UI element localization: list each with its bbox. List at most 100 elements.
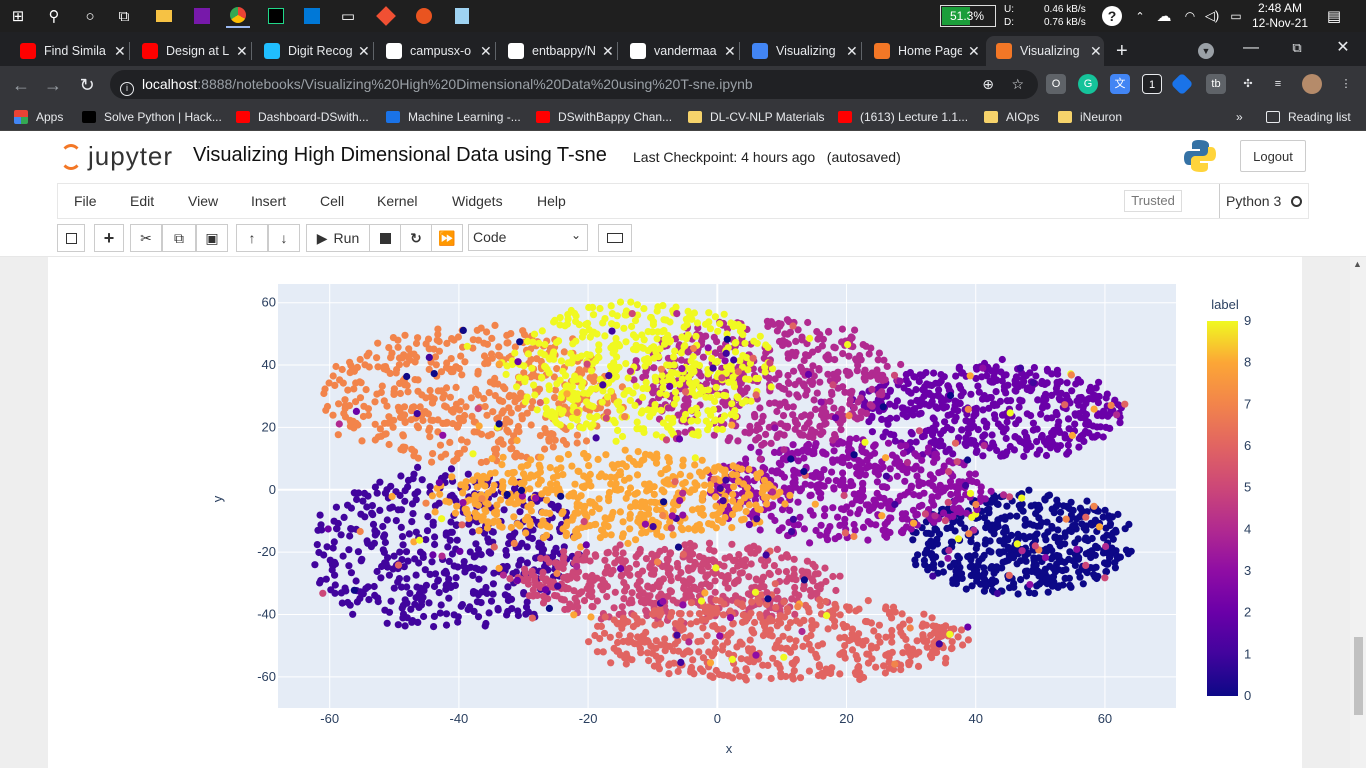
scatter-point[interactable] [1041, 532, 1049, 540]
scatter-point[interactable] [680, 323, 688, 331]
scatter-point[interactable] [542, 429, 550, 437]
scatter-point[interactable] [371, 398, 379, 406]
scatter-point[interactable] [431, 533, 439, 541]
scatter-point[interactable] [474, 501, 482, 509]
scatter-point[interactable] [822, 450, 830, 458]
menu-edit[interactable]: Edit [130, 193, 155, 209]
scatter-point[interactable] [918, 456, 926, 464]
scatter-point[interactable] [911, 556, 919, 564]
scatter-point[interactable] [726, 607, 734, 615]
scatter-point[interactable] [484, 489, 493, 497]
scatter-point[interactable] [527, 421, 535, 429]
scatter-point[interactable] [450, 562, 458, 570]
scatter-point[interactable] [329, 372, 337, 380]
scatter-point[interactable] [687, 357, 695, 365]
scatter-point[interactable] [593, 648, 602, 656]
scatter-point[interactable] [588, 602, 596, 611]
scatter-point[interactable] [1049, 573, 1058, 581]
scatter-point[interactable] [762, 349, 770, 357]
scatter-point[interactable] [775, 526, 783, 535]
scatter-point[interactable] [474, 336, 483, 344]
scatter-point[interactable] [796, 429, 804, 437]
scatter-point[interactable] [751, 496, 760, 504]
scatter-point[interactable] [457, 481, 465, 489]
scatter-point[interactable] [840, 506, 848, 514]
scatter-point[interactable] [362, 386, 370, 394]
scatter-point[interactable] [786, 635, 794, 643]
scatter-point[interactable] [504, 583, 512, 591]
scatter-point[interactable] [874, 356, 882, 364]
scatter-point[interactable] [364, 405, 372, 413]
scatter-point[interactable] [756, 332, 764, 340]
scatter-point[interactable] [671, 640, 679, 648]
scatter-point[interactable] [721, 466, 729, 474]
scatter-point[interactable] [699, 667, 707, 675]
scatter-point[interactable] [321, 385, 329, 393]
scatter-point[interactable] [573, 431, 582, 439]
scatter-point[interactable] [937, 560, 945, 568]
notepad-icon[interactable] [450, 4, 474, 28]
scatter-point[interactable] [448, 473, 456, 481]
scatter-point[interactable] [928, 550, 936, 558]
scatter-point[interactable] [727, 319, 735, 327]
scatter-point[interactable] [691, 461, 699, 469]
scatter-point[interactable] [469, 571, 477, 579]
scatter-point[interactable] [1007, 397, 1015, 405]
scatter-point[interactable] [538, 508, 546, 517]
scatter-point[interactable] [669, 531, 677, 539]
scatter-point[interactable] [523, 543, 531, 551]
scatter-point[interactable] [612, 480, 620, 488]
scatter-point[interactable] [712, 416, 720, 424]
scatter-point[interactable] [556, 376, 564, 384]
scatter-point[interactable] [446, 581, 454, 589]
scatter-point[interactable] [674, 667, 682, 675]
scatter-point[interactable] [816, 531, 824, 539]
command-palette-button[interactable] [598, 224, 632, 252]
scatter-point[interactable] [907, 652, 915, 660]
scatter-point[interactable] [798, 336, 806, 344]
scatter-point[interactable] [868, 385, 876, 393]
scatter-point[interactable] [723, 330, 731, 338]
scatter-point[interactable] [402, 548, 411, 556]
scatter-point[interactable] [903, 515, 911, 523]
scatter-point[interactable] [548, 413, 556, 421]
scatter-point[interactable] [1043, 365, 1051, 373]
scatter-point[interactable] [477, 551, 485, 559]
scatter-point[interactable] [707, 481, 715, 489]
scatter-point[interactable] [927, 530, 935, 538]
scatter-point[interactable] [517, 479, 525, 487]
scatter-point[interactable] [620, 579, 628, 587]
scatter-point[interactable] [766, 570, 774, 579]
windows-start-icon[interactable]: ⊞ [11, 8, 25, 25]
scatter-point[interactable] [673, 559, 682, 568]
scatter-point[interactable] [901, 477, 909, 485]
scatter-point[interactable] [1033, 438, 1041, 446]
scatter-point[interactable] [608, 320, 616, 328]
scatter-point[interactable] [474, 613, 483, 621]
scatter-point[interactable] [629, 458, 638, 466]
scatter-point[interactable] [776, 664, 784, 672]
scatter-point[interactable] [630, 376, 638, 384]
scatter-point[interactable] [734, 437, 742, 445]
git-icon[interactable] [374, 4, 398, 28]
scatter-point[interactable] [502, 370, 510, 378]
scatter-point[interactable] [982, 580, 990, 588]
scatter-point[interactable] [729, 497, 737, 505]
scatter-point[interactable] [881, 669, 890, 677]
scatter-point[interactable] [931, 436, 939, 445]
chrome-menu-icon[interactable]: ⋮ [1340, 78, 1352, 90]
scatter-point[interactable] [347, 504, 355, 512]
clock-time[interactable]: 2:48 AM [1257, 1, 1303, 15]
scatter-point[interactable] [831, 617, 839, 625]
scatter-point[interactable] [791, 479, 799, 487]
close-tab-icon[interactable]: ✕ [480, 42, 492, 59]
scatter-point[interactable] [854, 361, 862, 369]
scatter-point[interactable] [364, 411, 373, 419]
scatter-point[interactable] [697, 509, 705, 517]
close-tab-icon[interactable]: ✕ [846, 42, 858, 59]
scatter-point[interactable] [745, 465, 753, 473]
scatter-point[interactable] [614, 486, 622, 494]
scatter-point[interactable] [431, 570, 440, 578]
scatter-point[interactable] [706, 325, 715, 333]
scatter-point[interactable] [446, 393, 454, 401]
